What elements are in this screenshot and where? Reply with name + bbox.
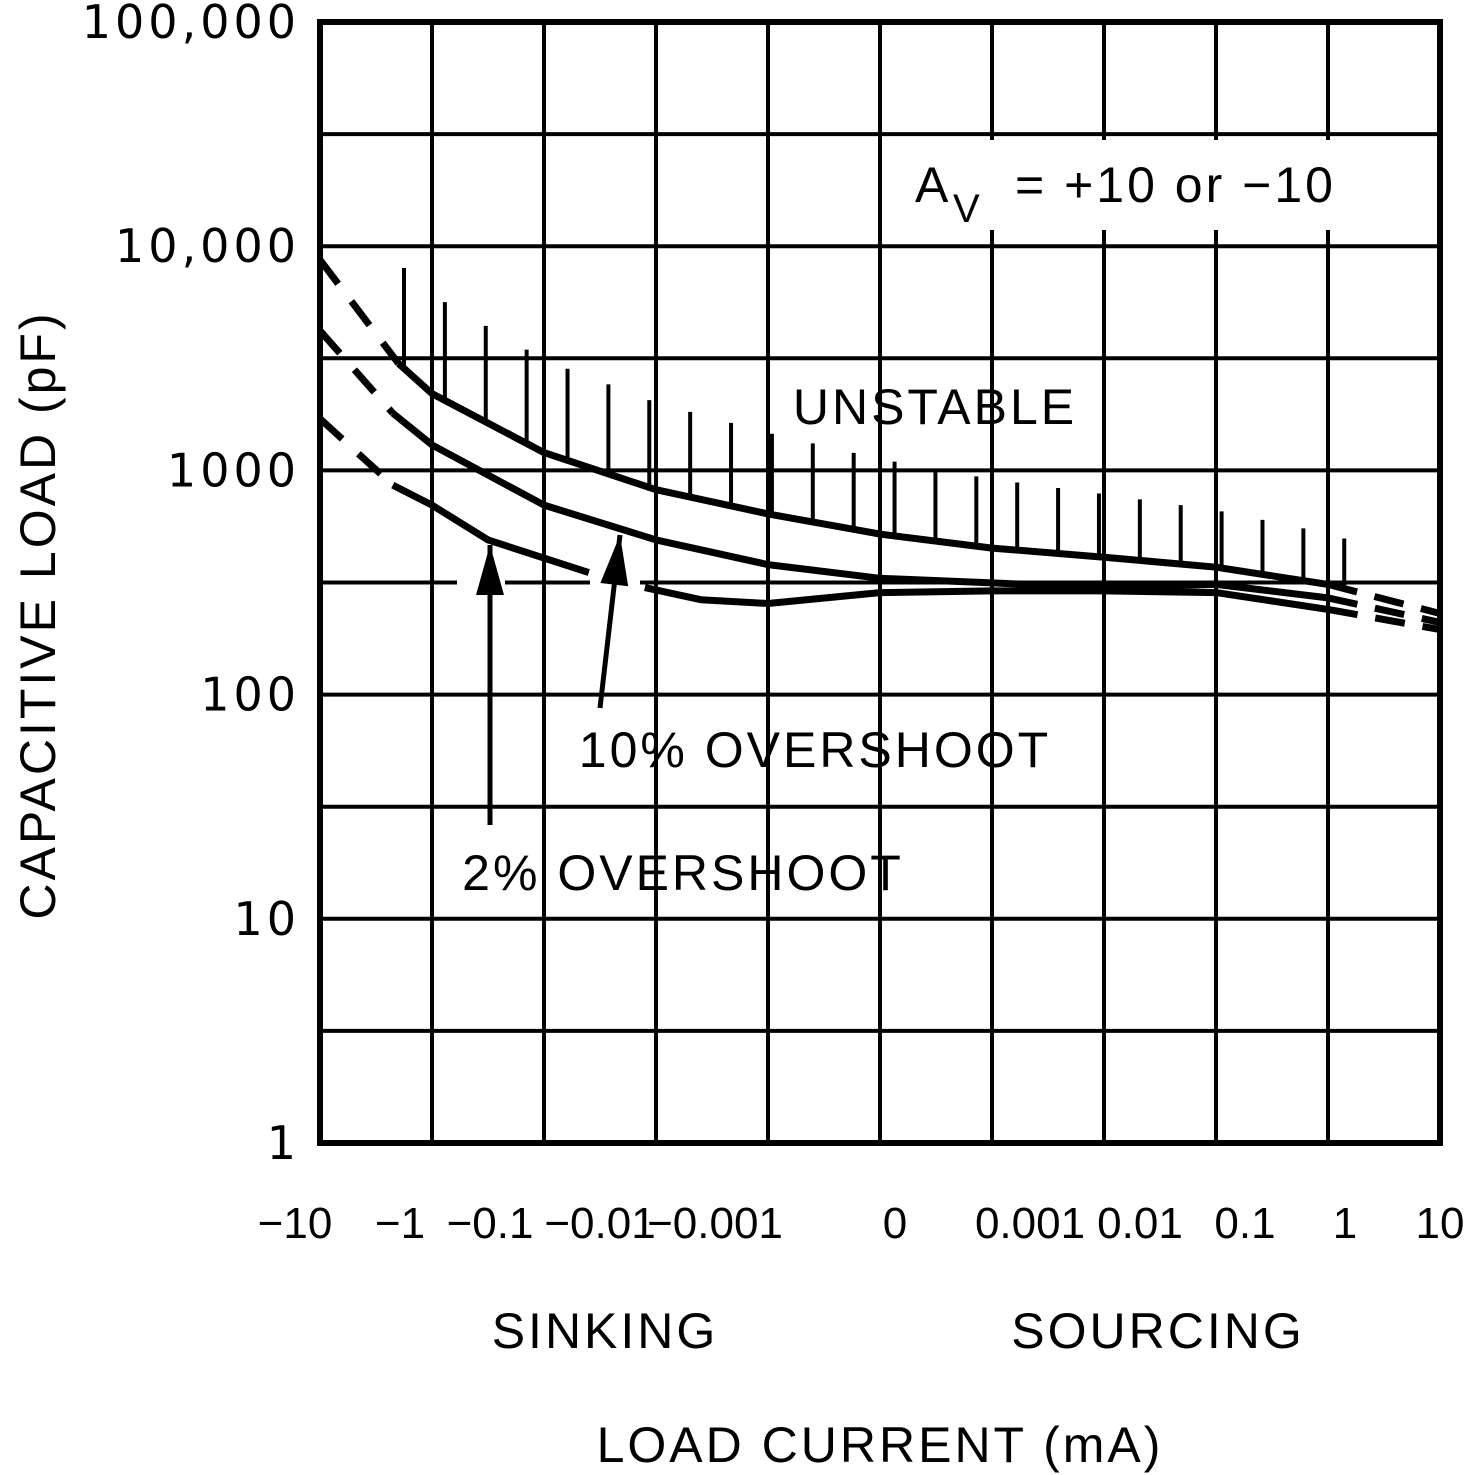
curve-10pct-overshoot bbox=[390, 410, 1329, 602]
grid bbox=[317, 19, 1443, 1146]
arrow-2pct-head bbox=[476, 545, 504, 595]
curve-2pct-overshoot bbox=[391, 481, 590, 576]
x-tick-labels: −10 −1 −0.1 −0.01−0.001 0 0.001 0.01 0.1 1 10 bbox=[258, 1199, 1465, 1248]
gain-annotation: A V = +10 or −10 bbox=[900, 140, 1430, 231]
y-tick-label: 10,000 bbox=[115, 219, 300, 273]
curve-extrapolation bbox=[317, 257, 402, 366]
x-tick-label: −10 bbox=[258, 1199, 333, 1248]
arrows bbox=[476, 534, 629, 825]
unstable-label: UNSTABLE bbox=[793, 379, 1077, 435]
curve-extrapolation bbox=[1327, 605, 1441, 634]
gain-subscript: V bbox=[953, 187, 983, 231]
curve-extrapolation bbox=[1327, 581, 1441, 617]
x-tick-label: 0.1 bbox=[1214, 1199, 1275, 1248]
curve-extrapolation bbox=[1327, 594, 1441, 626]
x-tick-label: 0.01 bbox=[1097, 1199, 1183, 1248]
y-axis-label: CAPACITIVE LOAD (pF) bbox=[10, 310, 66, 919]
x-tick-label: −0.1 bbox=[447, 1199, 534, 1248]
y-tick-label: 1 bbox=[267, 1116, 300, 1170]
x-tick-label: 0 bbox=[883, 1199, 907, 1248]
y-tick-label: 100 bbox=[200, 668, 300, 722]
y-tick-labels: 100,000 10,000 1000 100 10 1 bbox=[82, 0, 300, 1170]
overshoot-2-label: 2% OVERSHOOT bbox=[462, 845, 904, 901]
arrow-10pct-head bbox=[600, 535, 629, 587]
sinking-label: SINKING bbox=[492, 1303, 719, 1359]
x-tick-label: −0.01 bbox=[544, 1199, 655, 1248]
x-tick-label: 1 bbox=[1333, 1199, 1357, 1248]
y-tick-label: 100,000 bbox=[82, 0, 300, 49]
curve-2pct-overshoot bbox=[644, 584, 1329, 613]
y-tick-label: 1000 bbox=[167, 443, 300, 497]
x-tick-label: −1 bbox=[375, 1199, 425, 1248]
overshoot-10-label: 10% OVERSHOOT bbox=[579, 722, 1051, 778]
sourcing-label: SOURCING bbox=[1011, 1303, 1304, 1359]
curve-extrapolation bbox=[317, 328, 396, 416]
gain-value: = +10 or −10 bbox=[1015, 157, 1336, 213]
y-tick-label: 10 bbox=[233, 892, 300, 946]
curves bbox=[317, 257, 1441, 634]
x-axis-label: LOAD CURRENT (mA) bbox=[597, 1417, 1164, 1473]
gain-symbol: A bbox=[915, 157, 951, 213]
curve-unstable-boundary bbox=[396, 360, 1329, 588]
x-tick-label: −0.001 bbox=[647, 1199, 783, 1248]
unstable-hatch bbox=[402, 267, 1347, 589]
x-tick-label: 0.001 bbox=[975, 1199, 1085, 1248]
curve-extrapolation bbox=[317, 416, 396, 488]
x-tick-label: 10 bbox=[1416, 1199, 1465, 1248]
